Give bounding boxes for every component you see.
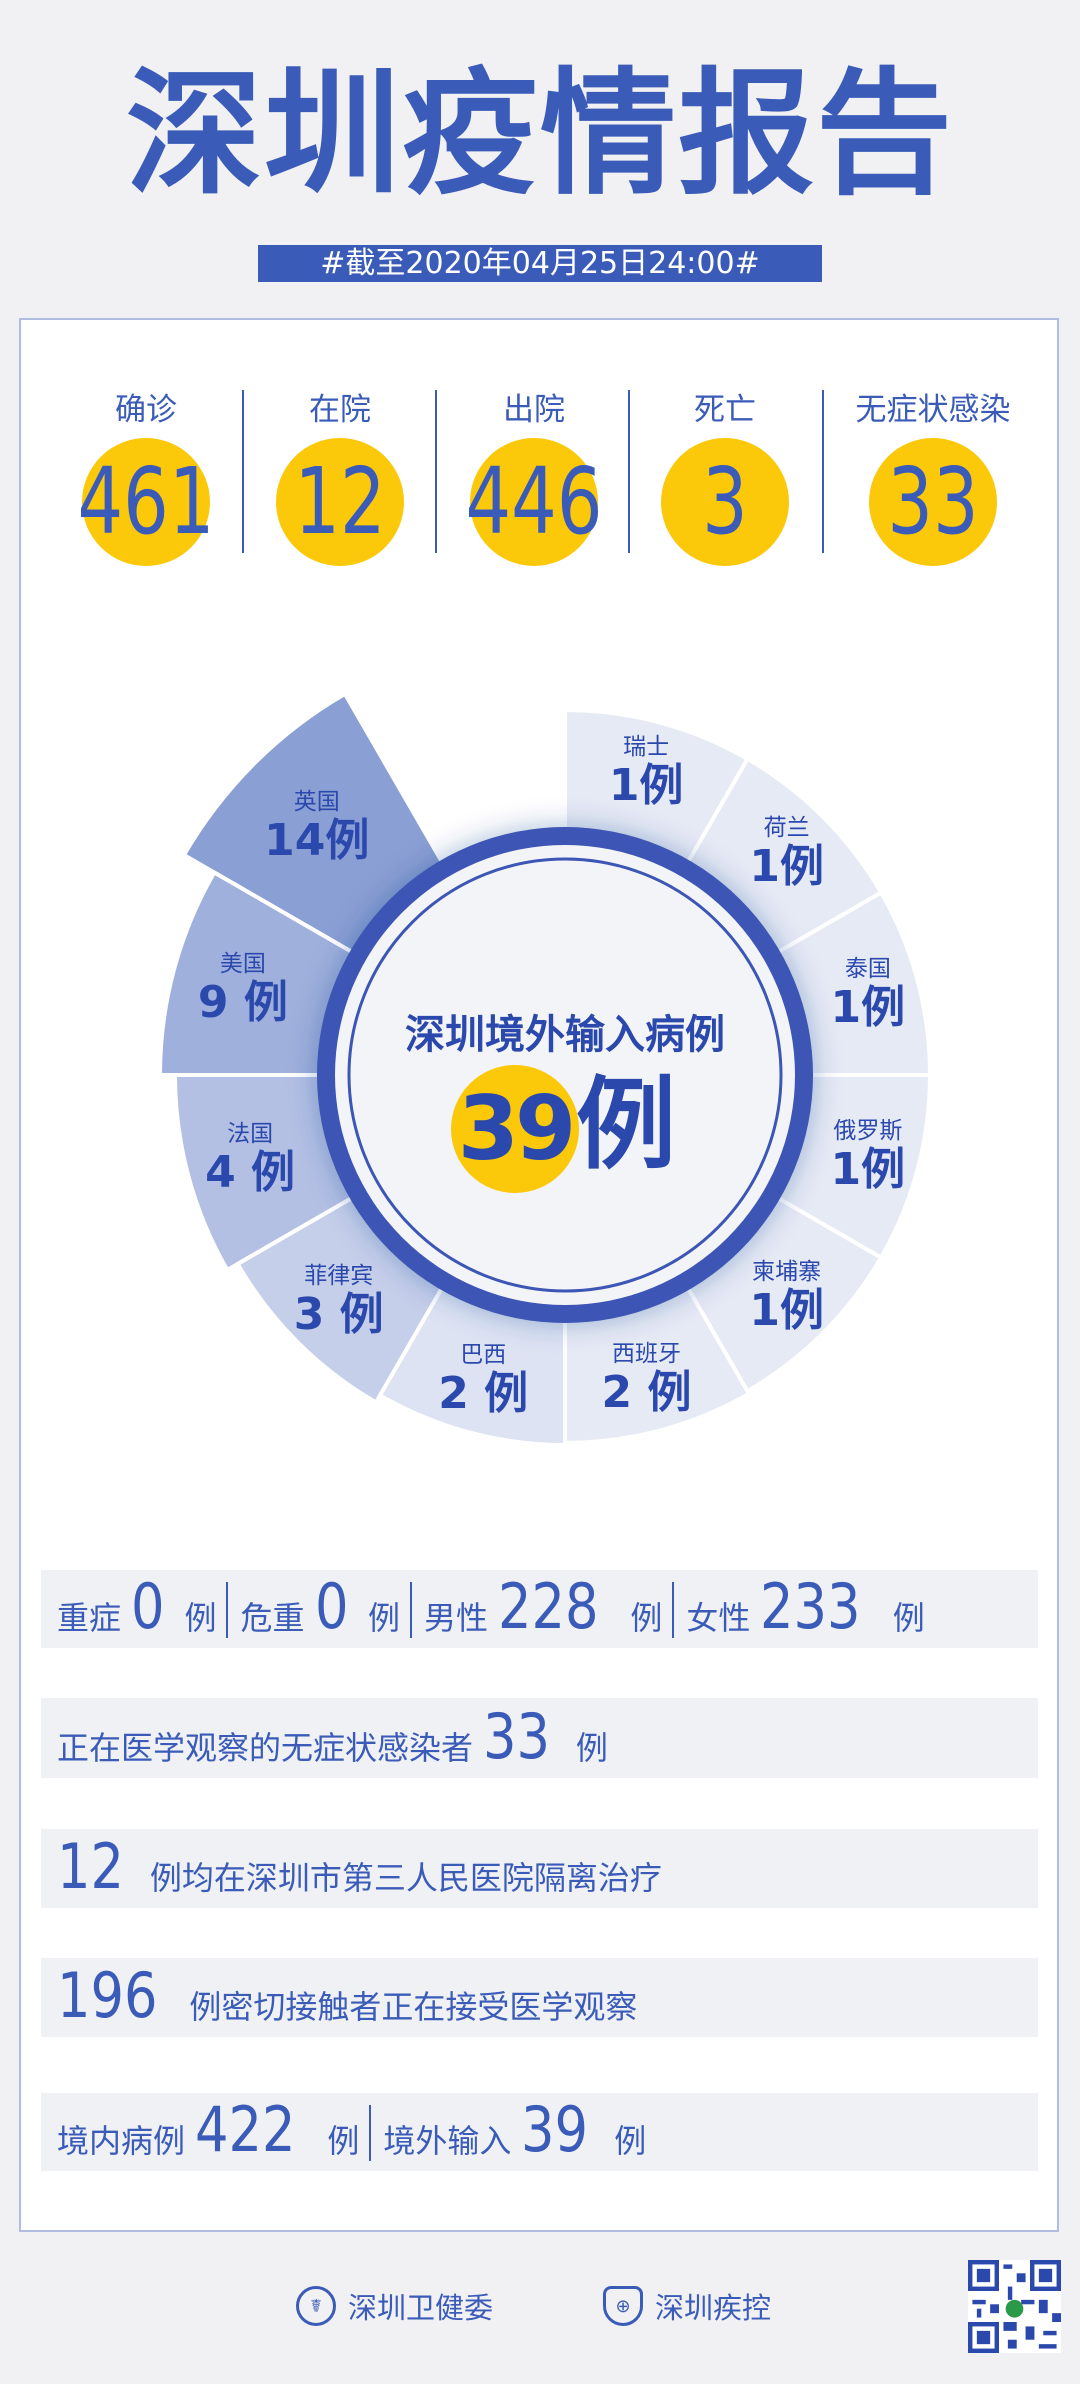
- country-name: 泰国: [844, 955, 891, 982]
- country-count: 1例: [608, 760, 684, 812]
- detail-row-asymptomatic: 正在医学观察的无症状感染者 33 例: [41, 1698, 1038, 1778]
- country-count: 1例: [830, 1144, 906, 1196]
- segment-label: 法国 4 例: [205, 1120, 295, 1198]
- country-count: 1例: [749, 841, 824, 893]
- stat-badge: [470, 438, 598, 566]
- local-label: 境内病例: [57, 2122, 186, 2160]
- stat-label-confirmed: 确诊: [115, 392, 177, 428]
- cdc-shield-logo-icon: ⊕: [603, 2286, 643, 2326]
- center-total: 39: [451, 1065, 579, 1193]
- org1-label: 深圳卫健委: [348, 2291, 494, 2325]
- asymptomatic-label: 正在医学观察的无症状感染者: [57, 1729, 474, 1767]
- stat-badge: [661, 438, 789, 566]
- country-name: 瑞士: [623, 734, 670, 761]
- male-value: 228: [497, 1570, 599, 1643]
- country-name: 法国: [227, 1121, 274, 1148]
- segment-label: 俄罗斯 1例: [831, 1117, 906, 1195]
- country-name: 荷兰: [763, 815, 810, 842]
- country-count: 9 例: [197, 976, 288, 1028]
- health-commission-logo-icon: ☤: [296, 2286, 336, 2326]
- stat-badge: [82, 438, 210, 566]
- country-name: 菲律宾: [304, 1263, 374, 1290]
- segment-label: 瑞士 1例: [609, 733, 684, 811]
- divider: [242, 390, 244, 553]
- divider: [409, 1582, 412, 1638]
- detail-row-close-contacts: 196 例密切接触者正在接受医学观察: [41, 1958, 1038, 2037]
- detail-row-origin: 境内病例 422 例 境外输入 39 例: [41, 2093, 1038, 2171]
- stat-label-discharged: 出院: [503, 392, 565, 428]
- segment-label: 巴西 2 例: [438, 1341, 528, 1419]
- detail-row-severity-gender: 重症 0 例 危重 0 例 男性 228 例 女性 233 例: [41, 1570, 1038, 1648]
- divider: [435, 390, 437, 553]
- divider: [672, 1582, 675, 1638]
- stat-value-confirmed: 461: [77, 448, 215, 555]
- segment-label: 菲律宾 3 例: [294, 1262, 384, 1340]
- female-label: 女性: [686, 1599, 751, 1637]
- segment-label: 荷兰 1例: [749, 814, 824, 892]
- footer-org-health-commission: ☤ 深圳卫健委: [296, 2285, 493, 2327]
- center-title: 深圳境外输入病例: [405, 1012, 725, 1058]
- country-name: 俄罗斯: [833, 1118, 903, 1145]
- segment-label: 西班牙 2 例: [602, 1340, 692, 1418]
- country-name: 美国: [219, 950, 266, 977]
- center-total-unit: 例: [576, 1066, 676, 1183]
- page-title: 深圳疫情报告: [126, 56, 954, 214]
- divider: [226, 1582, 229, 1638]
- female-value: 233: [760, 1570, 861, 1643]
- stat-value-asymptomatic: 33: [887, 448, 979, 555]
- country-name: 柬埔寨: [752, 1258, 822, 1285]
- stat-value-hospitalized: 12: [294, 448, 386, 555]
- divider: [369, 2105, 372, 2161]
- report-panel: [19, 318, 1059, 2232]
- unit: 例: [630, 1599, 663, 1637]
- unit: 例: [367, 1599, 400, 1637]
- org2-label: 深圳疾控: [655, 2291, 772, 2325]
- segment-label: 英国 14例: [264, 788, 369, 866]
- male-label: 男性: [423, 1599, 488, 1637]
- country-name: 西班牙: [612, 1341, 682, 1368]
- unit: 例: [184, 1599, 217, 1637]
- country-count: 14例: [264, 814, 370, 866]
- stat-label-deaths: 死亡: [694, 392, 756, 428]
- isolation-text: 例均在深圳市第三人民医院隔离治疗: [149, 1859, 662, 1897]
- unit: 例: [575, 1729, 608, 1767]
- critical-value: 0: [314, 1570, 349, 1643]
- country-count: 1例: [830, 981, 906, 1033]
- divider: [628, 390, 630, 553]
- severe-label: 重症: [57, 1599, 122, 1637]
- country-count: 1例: [749, 1284, 824, 1336]
- stat-value-deaths: 3: [702, 448, 748, 555]
- stat-label-asymptomatic: 无症状感染: [855, 392, 1011, 428]
- country-name: 巴西: [460, 1342, 507, 1369]
- critical-label: 危重: [240, 1599, 305, 1637]
- unit: 例: [327, 2122, 360, 2160]
- stat-label-hospitalized: 在院: [309, 392, 371, 428]
- footer-org-cdc: ⊕ 深圳疾控: [603, 2285, 771, 2327]
- local-value: 422: [195, 2093, 296, 2166]
- country-count: 2 例: [438, 1368, 529, 1420]
- imported-value: 39: [521, 2093, 589, 2166]
- stat-value-discharged: 446: [465, 448, 603, 555]
- segment-label: 泰国 1例: [831, 955, 906, 1033]
- close-contacts-text: 例密切接触者正在接受医学观察: [189, 1988, 638, 2026]
- asymptomatic-value: 33: [483, 1700, 551, 1773]
- unit: 例: [892, 1599, 925, 1637]
- imported-label: 境外输入: [383, 2122, 512, 2160]
- isolation-value: 12: [57, 1830, 125, 1903]
- severe-value: 0: [131, 1570, 165, 1643]
- segment-label: 美国 9 例: [198, 950, 288, 1028]
- stat-badge: [276, 438, 404, 566]
- date-banner: #截至2020年04月25日24:00#: [258, 245, 822, 282]
- qr-code-icon: [968, 2260, 1061, 2353]
- unit: 例: [614, 2122, 647, 2160]
- close-contacts-value: 196: [57, 1959, 158, 2032]
- detail-row-isolation: 12 例均在深圳市第三人民医院隔离治疗: [41, 1829, 1038, 1908]
- country-name: 英国: [293, 788, 340, 815]
- stat-badge: [869, 438, 997, 566]
- divider: [822, 390, 824, 553]
- segment-label: 柬埔寨 1例: [749, 1258, 824, 1336]
- country-count: 4 例: [205, 1147, 296, 1199]
- country-count: 3 例: [293, 1289, 384, 1341]
- country-count: 2 例: [601, 1367, 692, 1419]
